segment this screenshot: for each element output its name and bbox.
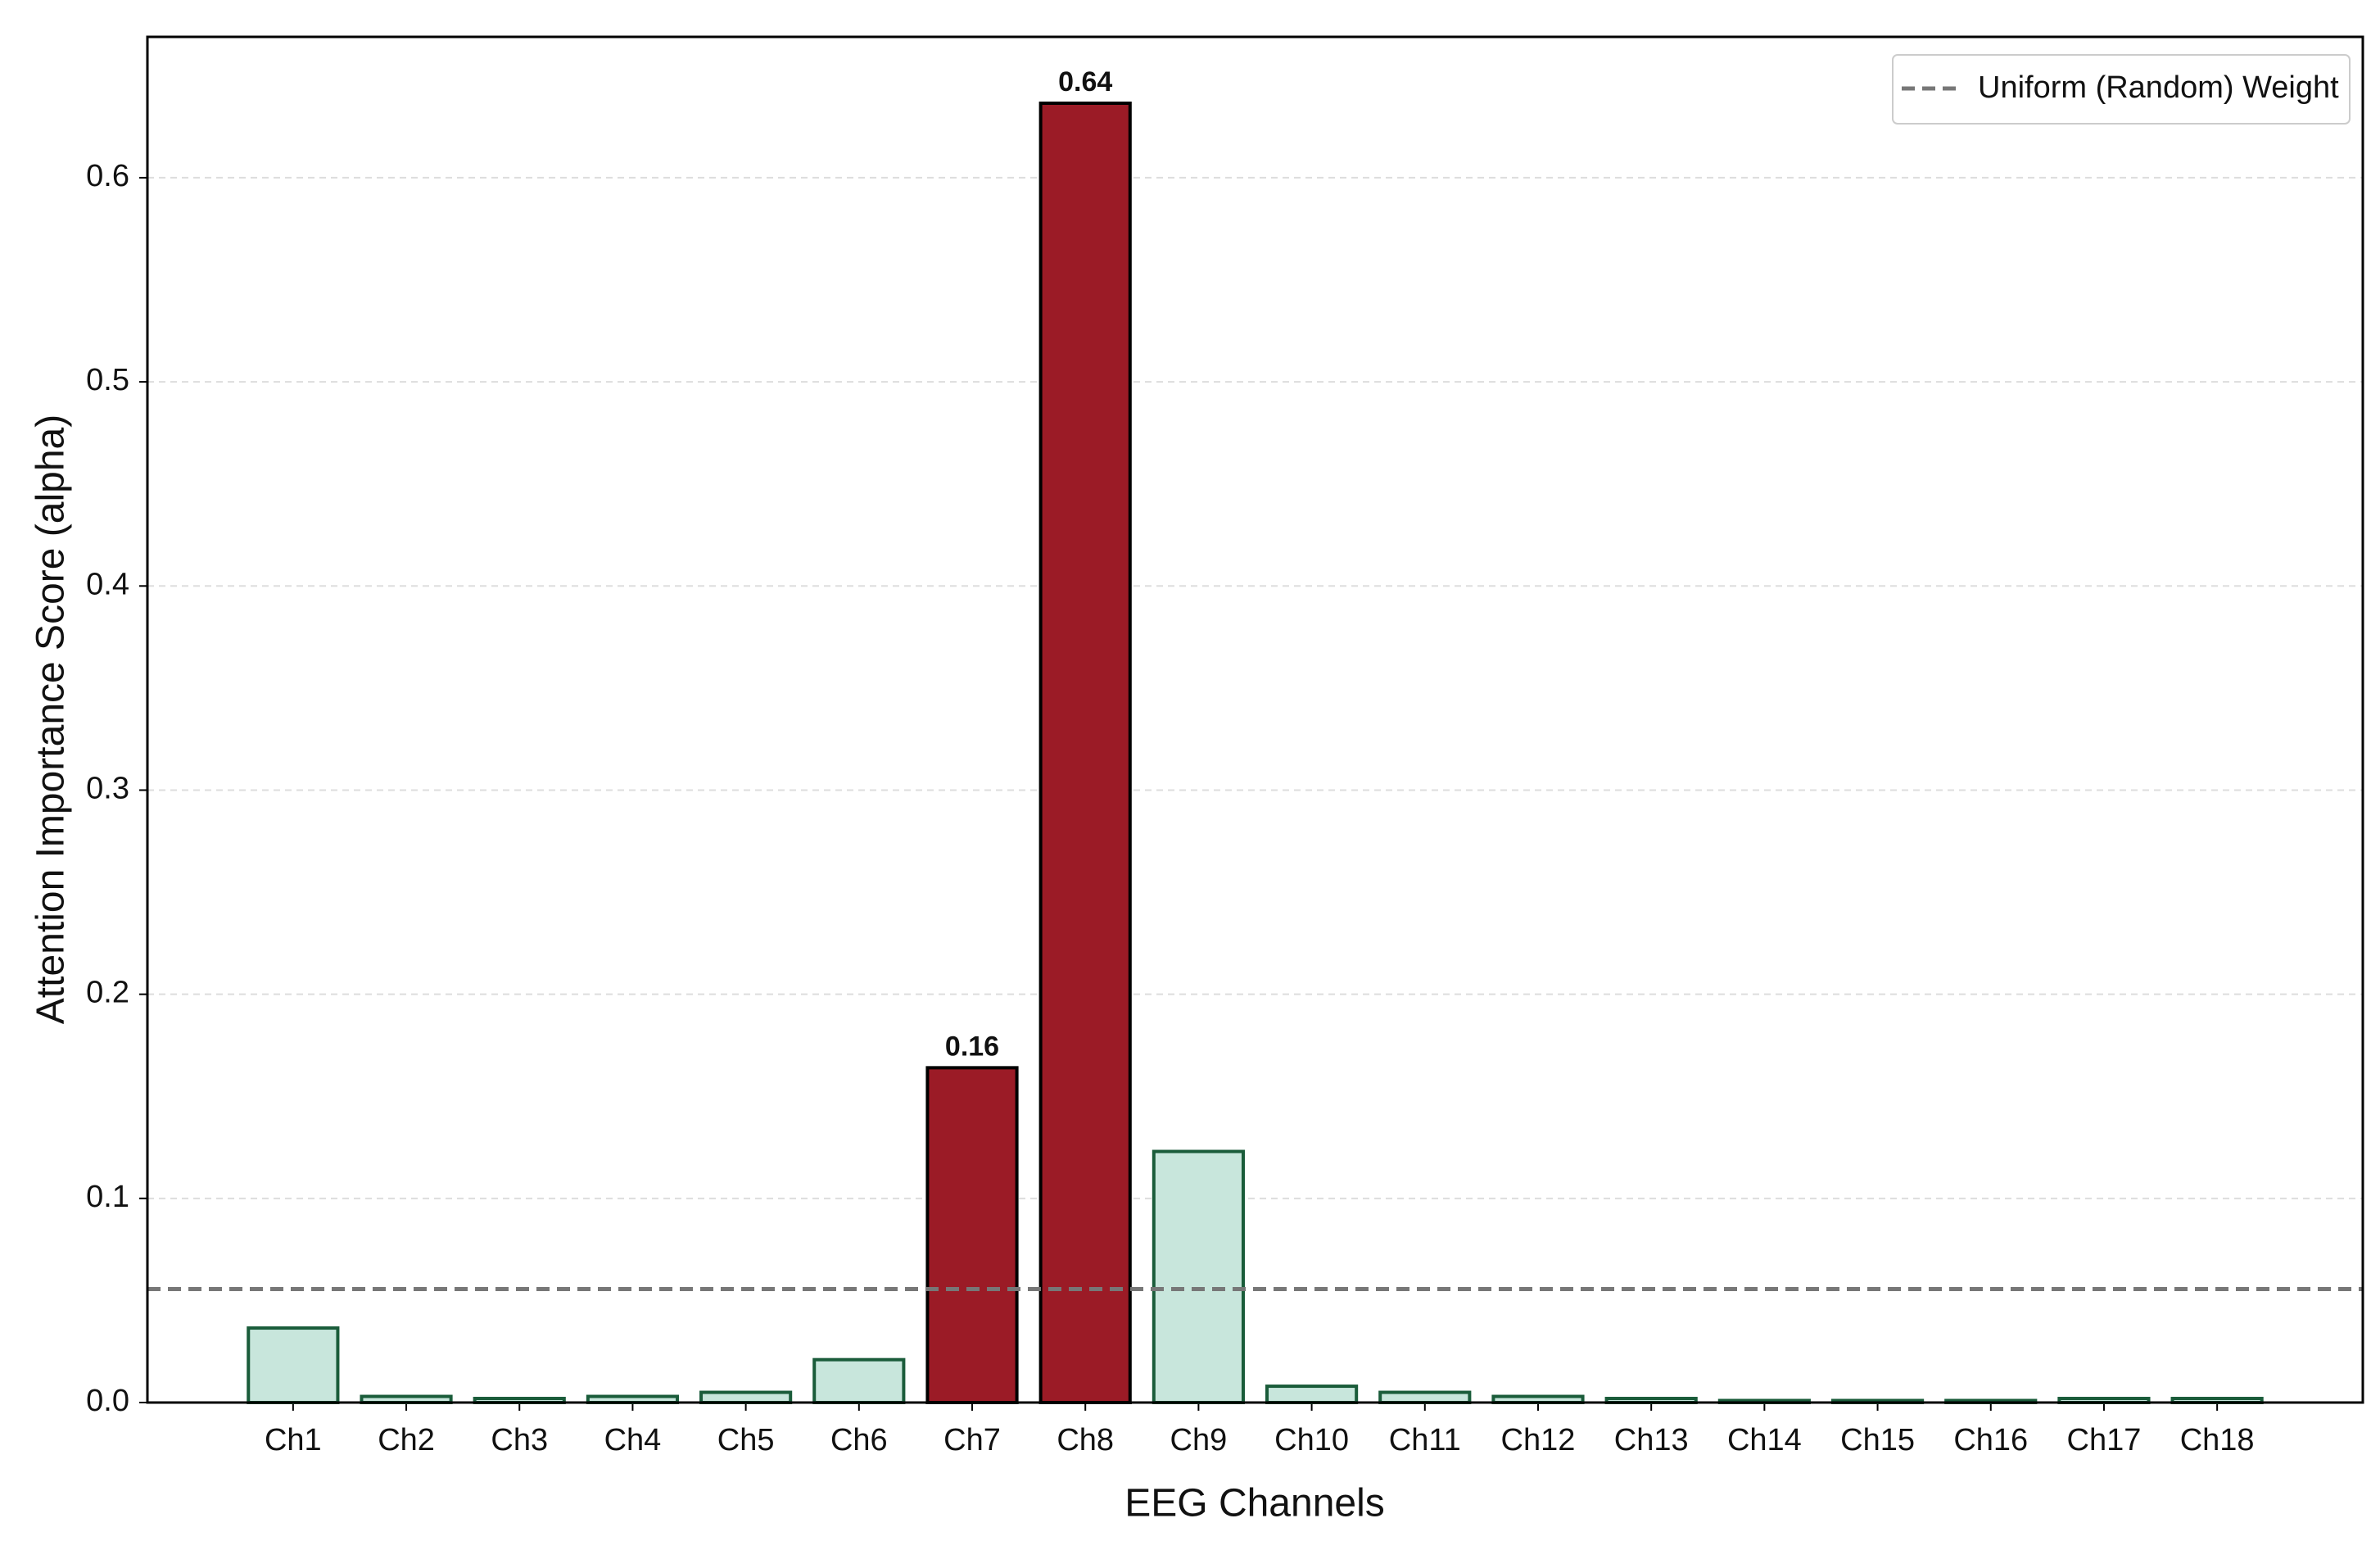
x-tick-label: Ch16 — [1953, 1423, 2028, 1457]
x-axis-label: EEG Channels — [1124, 1482, 1385, 1525]
bar — [1265, 1385, 1359, 1405]
x-tick-label: Ch10 — [1274, 1423, 1349, 1457]
y-tick-label: 0.0 — [86, 1384, 129, 1418]
bar — [247, 1326, 340, 1404]
x-tick-label: Ch18 — [2180, 1423, 2255, 1457]
bar — [1378, 1390, 1472, 1405]
x-tick-label: Ch2 — [378, 1423, 435, 1457]
x-tick-label: Ch12 — [1501, 1423, 1576, 1457]
x-tick-label: Ch4 — [604, 1423, 662, 1457]
bar — [699, 1390, 793, 1405]
x-tick-label: Ch8 — [1057, 1423, 1114, 1457]
y-tick-label: 0.2 — [86, 976, 129, 1010]
bar — [1152, 1149, 1245, 1405]
bar — [812, 1357, 906, 1404]
bar — [925, 1066, 1019, 1404]
x-tick-label: Ch3 — [491, 1423, 548, 1457]
x-tick-label: Ch6 — [830, 1423, 888, 1457]
y-tick-label: 0.5 — [86, 363, 129, 397]
x-tick-label: Ch15 — [1840, 1423, 1915, 1457]
x-tick-label: Ch11 — [1389, 1423, 1461, 1457]
y-tick-label: 0.4 — [86, 567, 129, 601]
legend-label: Uniform (Random) Weight — [1978, 70, 2339, 105]
x-tick-label: Ch1 — [265, 1423, 322, 1457]
value-label: 0.16 — [945, 1031, 999, 1062]
x-tick-label: Ch9 — [1170, 1423, 1228, 1457]
bar — [1038, 101, 1132, 1405]
legend — [1892, 54, 2351, 125]
y-axis-label: Attention Importance Score (alpha) — [29, 415, 73, 1024]
x-tick-label: Ch17 — [2067, 1423, 2142, 1457]
plot-frame — [146, 35, 2364, 1404]
x-tick-label: Ch7 — [943, 1423, 1001, 1457]
y-tick-label: 0.3 — [86, 771, 129, 805]
y-tick-label: 0.6 — [86, 159, 129, 193]
x-tick-label: Ch5 — [717, 1423, 775, 1457]
value-label: 0.64 — [1058, 66, 1112, 97]
y-tick-label: 0.1 — [86, 1180, 129, 1214]
x-tick-label: Ch14 — [1727, 1423, 1802, 1457]
x-tick-label: Ch13 — [1614, 1423, 1689, 1457]
